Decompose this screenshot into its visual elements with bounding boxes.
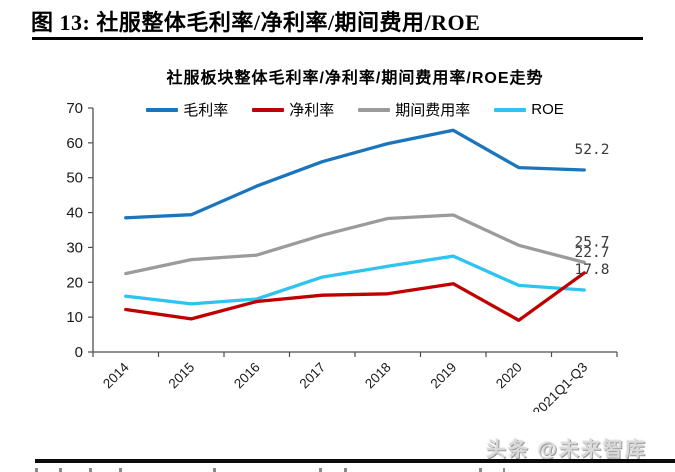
- x-tick-label: 2016: [231, 360, 263, 392]
- y-tick-label: 60: [66, 135, 83, 152]
- figure-title: 图 13: 社服整体毛利率/净利率/期间费用/ROE: [31, 10, 481, 35]
- legend-line-swatch: [494, 107, 527, 112]
- chart-title: 社服板块整体毛利率/净利率/期间费用率/ROE走势: [166, 70, 544, 87]
- y-tick-label: 50: [66, 170, 83, 187]
- y-tick-label: 30: [66, 239, 83, 256]
- x-tick-label: 2019: [428, 360, 460, 392]
- x-tick-label: 2018: [362, 360, 394, 392]
- data-label-0: 52.2: [575, 142, 610, 158]
- clipped-next-line: [35, 468, 505, 472]
- data-label-2: 25.7: [575, 234, 610, 250]
- y-tick-label: 40: [66, 205, 83, 222]
- x-tick-label: 2017: [297, 360, 329, 392]
- x-tick-label: 2015: [166, 360, 198, 392]
- data-label-1: 22.7: [575, 245, 610, 261]
- data-label-3: 17.8: [575, 262, 610, 278]
- legend-item-3: ROE: [494, 101, 564, 118]
- series-line-3: [124, 254, 586, 306]
- y-tick-label: 0: [75, 344, 83, 361]
- watermark-text: 头条 @未来智库: [485, 439, 647, 461]
- legend-label: ROE: [531, 101, 564, 118]
- chart-svg: 0 10 20 30 40 50 60 70 2014 2015 2016 2017 2018 2019 2…: [66, 100, 618, 412]
- chart-legend: 毛利率 净利率 期间费用率 ROE: [93, 99, 617, 120]
- series-line-2: [124, 213, 586, 276]
- legend-item-1: 净利率: [252, 99, 334, 120]
- x-tick-label: 2021Q1-Q3: [530, 360, 590, 412]
- y-tick-label: 10: [66, 309, 83, 326]
- x-tick-label: 2020: [493, 360, 525, 392]
- legend-item-2: 期间费用率: [358, 99, 470, 120]
- title-underline: [32, 37, 643, 40]
- legend-line-swatch: [358, 107, 391, 112]
- y-tick-label: 70: [66, 100, 83, 117]
- legend-line-swatch: [146, 107, 179, 112]
- series-line-1: [124, 271, 586, 322]
- x-tick-label: 2014: [100, 359, 132, 391]
- legend-label: 毛利率: [183, 102, 229, 119]
- legend-line-swatch: [252, 107, 285, 112]
- legend-label: 期间费用率: [395, 102, 471, 119]
- bottom-rule: [35, 459, 675, 463]
- y-tick-label: 20: [66, 274, 83, 291]
- legend-item-0: 毛利率: [146, 99, 228, 120]
- legend-label: 净利率: [289, 102, 335, 119]
- series-line-0: [124, 128, 586, 220]
